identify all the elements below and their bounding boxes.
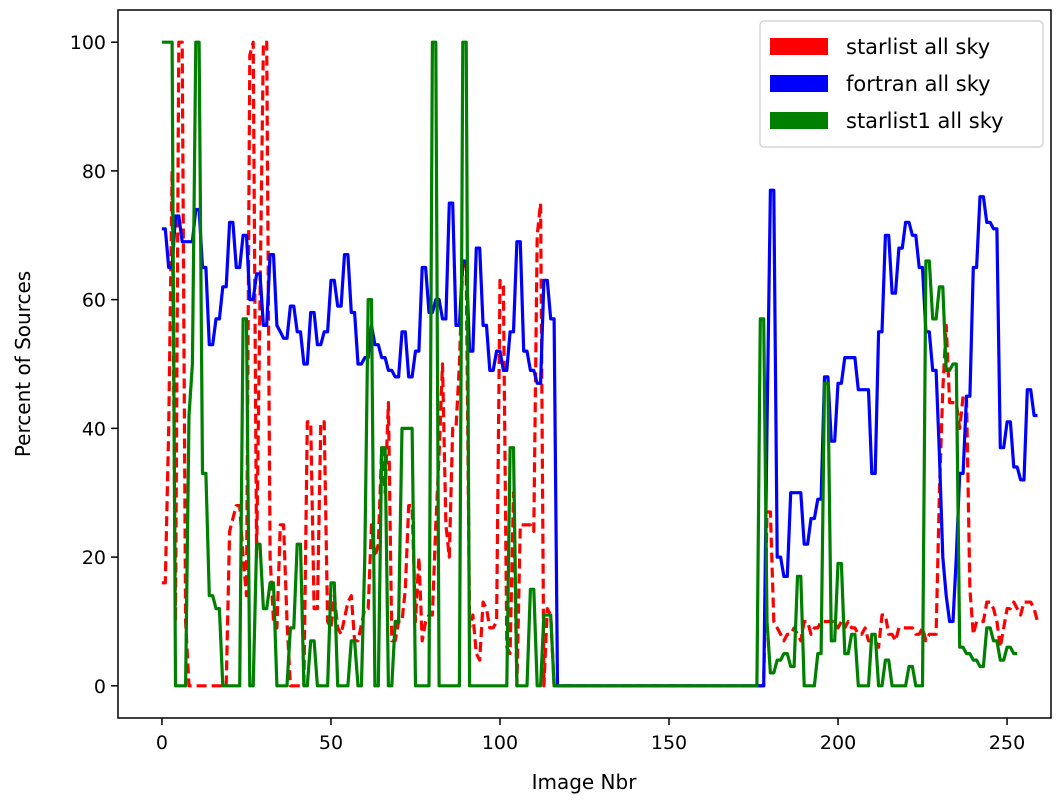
legend-swatch-2: [770, 75, 828, 92]
y-tick-label: 60: [82, 290, 106, 312]
legend-box: [759, 20, 1044, 148]
y-tick-label: 40: [82, 418, 106, 440]
x-tick-label: 0: [156, 732, 168, 754]
y-tick-label: 100: [70, 32, 106, 54]
x-axis-label: Image Nbr: [532, 770, 638, 794]
x-tick-label: 100: [482, 732, 518, 754]
legend-label-3: starlist1 all sky: [846, 109, 1004, 133]
y-axis-label: Percent of Sources: [11, 271, 35, 457]
legend-label-1: starlist all sky: [846, 35, 990, 59]
x-axis: 0 50 100 150 200 250: [156, 718, 1025, 754]
x-tick-label: 200: [820, 732, 856, 754]
x-tick-label: 50: [319, 732, 343, 754]
y-tick-label: 0: [94, 676, 106, 698]
y-axis: 0 20 40 60 80 100: [70, 32, 118, 698]
series-line-2: [161, 188, 1038, 688]
legend-swatch-1: [770, 38, 828, 55]
legend-swatch-3: [770, 112, 828, 129]
series-line-3: [161, 40, 1018, 688]
x-tick-label: 150: [651, 732, 687, 754]
y-tick-label: 80: [82, 161, 106, 183]
legend-label-2: fortran all sky: [846, 72, 991, 96]
x-tick-label: 250: [989, 732, 1025, 754]
y-tick-label: 20: [82, 547, 106, 569]
plot-lines: [161, 40, 1040, 688]
plot-frame: [117, 9, 1052, 719]
legend: starlist all sky fortran all sky starlist1…: [759, 20, 1044, 148]
